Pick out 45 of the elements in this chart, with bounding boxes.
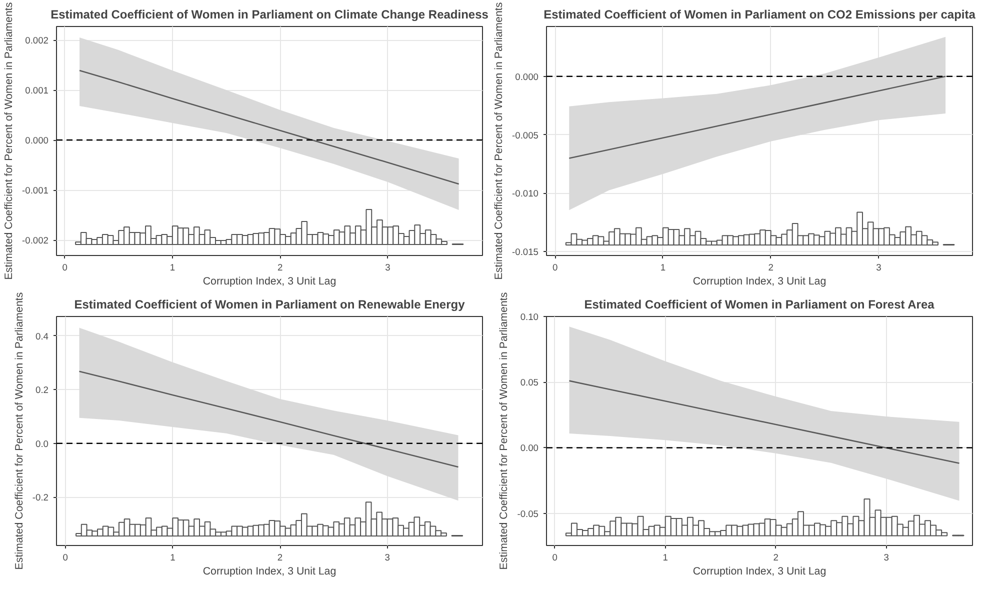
x-tick-label: 1 <box>170 552 176 562</box>
chart-title: Estimated Coefficient of Women in Parliament on Climate Change Readiness <box>50 8 489 22</box>
y-tick-label: 0.000 <box>515 72 538 82</box>
y-tick-label: -0.010 <box>512 188 539 199</box>
chart-title: Estimated Coefficient of Women in Parliament on CO2 Emissions per capita <box>544 8 976 22</box>
chart-title: Estimated Coefficient of Women in Parliament on Forest Area <box>584 298 935 312</box>
y-axis-title: Estimated Coefficient for Percent of Women in Parliaments <box>3 2 16 280</box>
y-axis-title: Estimated Coefficient for Percent of Women in Parliaments <box>493 2 506 280</box>
y-tick-label: 0.0 <box>36 438 48 449</box>
chart-title: Estimated Coefficient of Women in Parliament on Renewable Energy <box>74 298 466 312</box>
x-tick-label: 0 <box>62 552 68 562</box>
y-tick-label: -0.002 <box>22 236 49 246</box>
y-axis-title: Estimated Coefficient for Percent of Women in Parliaments <box>13 292 26 570</box>
y-tick-label: 0.002 <box>25 36 48 46</box>
x-tick-label: 1 <box>662 552 668 562</box>
x-tick-label: 1 <box>170 262 176 272</box>
y-tick-label: 0.001 <box>25 86 48 96</box>
x-tick-label: 3 <box>385 262 390 272</box>
y-axis-title: Estimated Coefficient for Percent of Women in Parliaments <box>498 292 510 570</box>
x-axis-title: Corruption Index, 3 Unit Lag <box>202 276 336 288</box>
y-tick-label: -0.015 <box>512 247 539 258</box>
x-tick-label: 1 <box>660 262 666 272</box>
x-axis-title: Corruption Index, 3 Unit Lag <box>692 276 826 288</box>
x-tick-label: 0 <box>552 262 558 272</box>
y-tick-label: -0.05 <box>517 508 539 519</box>
y-tick-label: -0.2 <box>32 492 49 503</box>
y-tick-label: 0.000 <box>25 136 48 146</box>
x-tick-label: 0 <box>62 262 68 272</box>
y-tick-label: 0.05 <box>520 378 538 388</box>
x-tick-label: 3 <box>876 262 882 272</box>
y-tick-label: 0.10 <box>520 312 538 322</box>
x-tick-label: 2 <box>768 262 774 272</box>
y-tick-label: -0.001 <box>22 186 49 196</box>
x-tick-label: 3 <box>384 552 390 562</box>
y-tick-label: 0.00 <box>520 443 538 454</box>
y-tick-label: -0.005 <box>512 130 539 140</box>
x-tick-label: 2 <box>277 552 283 562</box>
y-tick-label: 0.4 <box>36 331 48 342</box>
x-axis-title: Corruption Index, 3 Unit Lag <box>202 566 336 578</box>
x-axis-title: Corruption Index, 3 Unit Lag <box>692 566 826 578</box>
x-tick-label: 3 <box>884 552 889 562</box>
x-tick-label: 2 <box>773 552 778 562</box>
x-tick-label: 0 <box>552 552 558 562</box>
x-tick-label: 2 <box>278 262 283 272</box>
y-tick-label: 0.2 <box>36 385 48 396</box>
